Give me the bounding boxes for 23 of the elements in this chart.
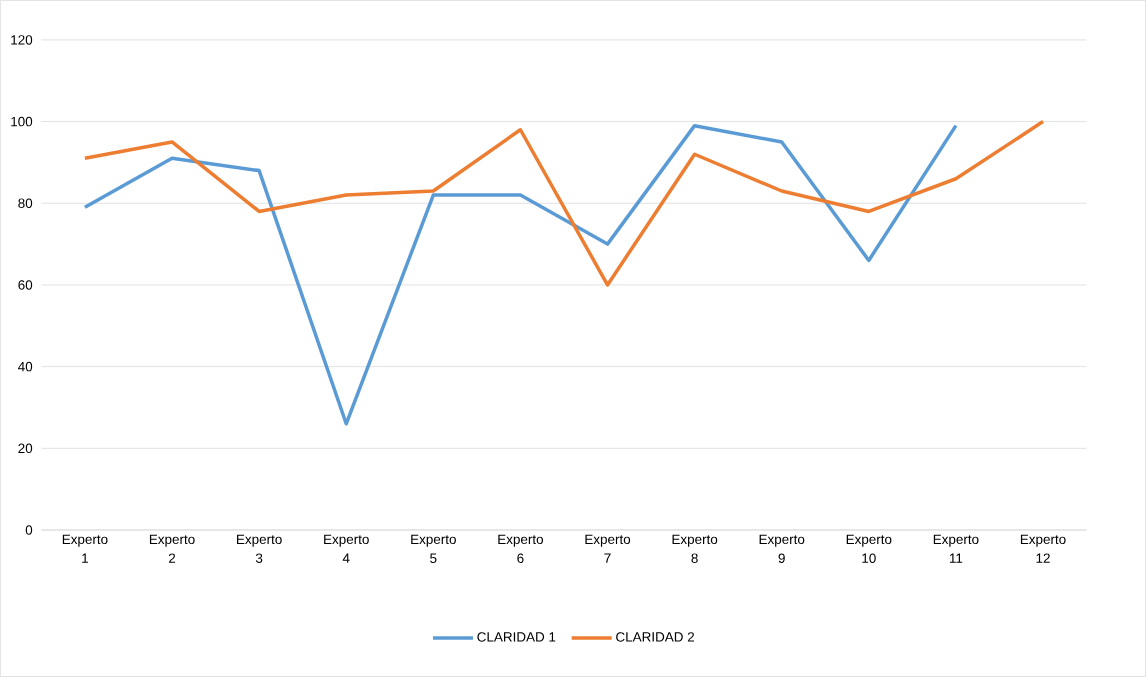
y-tick-label: 60 — [18, 280, 33, 290]
y-tick-label: 0 — [25, 525, 33, 535]
x-tick-label: Experto 8 — [672, 534, 718, 564]
line-series — [83, 123, 958, 426]
x-tick-label: Experto 5 — [411, 534, 456, 564]
y-tick-label: 120 — [11, 35, 33, 45]
line-series — [83, 119, 1045, 287]
x-tick-label: Experto 7 — [585, 534, 631, 563]
x-tick-label: Experto 2 — [149, 534, 195, 563]
y-tick-label: 80 — [18, 198, 33, 209]
x-tick-label: Experto 9 — [759, 534, 805, 564]
x-tick-label: Experto 3 — [237, 534, 282, 564]
x-tick-label: Experto 12 — [1020, 534, 1066, 563]
legend-label: CLARIDAD 1 — [477, 632, 556, 642]
x-tick-label: Experto 10 — [846, 534, 892, 564]
legend-label: CLARIDAD 2 — [616, 632, 695, 642]
x-tick-label: Experto 4 — [324, 534, 369, 563]
x-tick-label: Experto 6 — [498, 534, 544, 564]
y-tick-label: 100 — [11, 116, 33, 127]
x-tick-label: Experto 11 — [933, 534, 979, 563]
y-tick-label: 20 — [18, 443, 33, 454]
y-tick-label: 40 — [18, 361, 33, 372]
x-tick-label: Experto 1 — [62, 534, 108, 563]
